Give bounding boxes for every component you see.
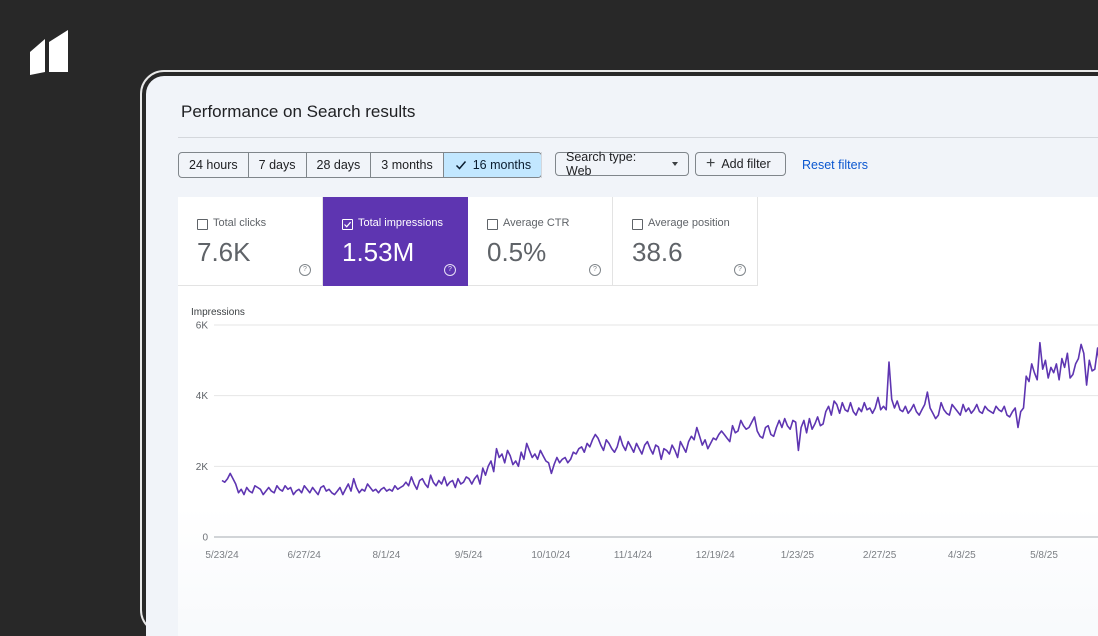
metric-value: 0.5% — [487, 237, 547, 267]
metric-value: 7.6K — [197, 237, 251, 267]
x-tick-label: 1/23/25 — [781, 550, 815, 561]
y-tick-label: 2K — [196, 462, 209, 473]
range-3-months[interactable]: 3 months — [371, 153, 444, 177]
x-tick-label: 4/3/25 — [948, 550, 976, 561]
x-tick-label: 8/1/24 — [372, 550, 400, 561]
search-type-dropdown[interactable]: Search type: Web — [555, 150, 689, 178]
metric-label: Total clicks — [213, 217, 267, 229]
impressions-chart: Impressions 6K 4K 2K 0 5/23/24 6/27/24 8/1/24 9… — [191, 307, 1098, 561]
x-tick-label: 5/8/25 — [1030, 550, 1058, 561]
checkbox-icon[interactable] — [197, 219, 208, 230]
search-console-screen: Performance on Search results 24 hours 7… — [146, 76, 1098, 636]
range-28-days[interactable]: 28 days — [307, 153, 372, 177]
plus-icon: + — [706, 155, 716, 172]
checkbox-checked-icon[interactable] — [342, 219, 353, 230]
x-tick-label: 11/14/24 — [614, 550, 653, 561]
range-24-hours[interactable]: 24 hours — [179, 153, 249, 177]
range-7-days[interactable]: 7 days — [249, 153, 307, 177]
help-icon[interactable]: ? — [299, 264, 311, 276]
page-title: Performance on Search results — [181, 102, 416, 121]
x-tick-label: 10/10/24 — [531, 550, 570, 561]
metric-label: Average CTR — [503, 217, 570, 229]
metric-average-ctr[interactable]: Average CTR 0.5% ? — [468, 197, 613, 286]
x-tick-label: 9/5/24 — [455, 550, 483, 561]
help-icon[interactable]: ? — [734, 264, 746, 276]
y-axis-title: Impressions — [191, 307, 245, 318]
x-tick-label: 2/27/25 — [863, 550, 897, 561]
y-tick-label: 6K — [196, 321, 209, 332]
date-range-selector: 24 hours 7 days 28 days 3 months 16 mont… — [178, 152, 543, 178]
range-16-months[interactable]: 16 months — [443, 153, 542, 177]
caret-down-icon — [672, 162, 678, 166]
metric-total-clicks[interactable]: Total clicks 7.6K ? — [178, 197, 323, 286]
checkbox-icon[interactable] — [487, 219, 498, 230]
x-tick-label: 6/27/24 — [288, 550, 322, 561]
filter-divider — [541, 152, 542, 178]
add-filter-button[interactable]: + Add filter — [695, 152, 786, 176]
range-16-months-label: 16 months — [472, 158, 532, 172]
checkbox-icon[interactable] — [632, 219, 643, 230]
check-icon — [455, 161, 466, 170]
add-filter-label: Add filter — [721, 157, 771, 171]
metric-total-impressions[interactable]: Total impressions 1.53M ? — [323, 197, 468, 286]
search-type-label: Search type: Web — [566, 150, 637, 178]
x-tick-label: 5/23/24 — [205, 550, 239, 561]
metric-tabs: Total clicks 7.6K ? Total impressions 1.… — [178, 197, 758, 286]
y-tick-label: 0 — [202, 533, 208, 544]
metric-value: 38.6 — [632, 237, 683, 267]
reset-filters-link[interactable]: Reset filters — [802, 158, 868, 172]
metric-average-position[interactable]: Average position 38.6 ? — [613, 197, 758, 286]
title-divider — [178, 137, 1098, 138]
help-icon[interactable]: ? — [444, 264, 456, 276]
metric-value: 1.53M — [342, 237, 415, 267]
x-tick-label: 12/19/24 — [696, 550, 735, 561]
metric-label: Average position — [648, 217, 730, 229]
brand-logo-icon — [30, 30, 68, 75]
metric-label: Total impressions — [358, 217, 443, 229]
help-icon[interactable]: ? — [589, 264, 601, 276]
impressions-series-line — [221, 341, 1098, 496]
y-tick-label: 4K — [196, 391, 209, 402]
